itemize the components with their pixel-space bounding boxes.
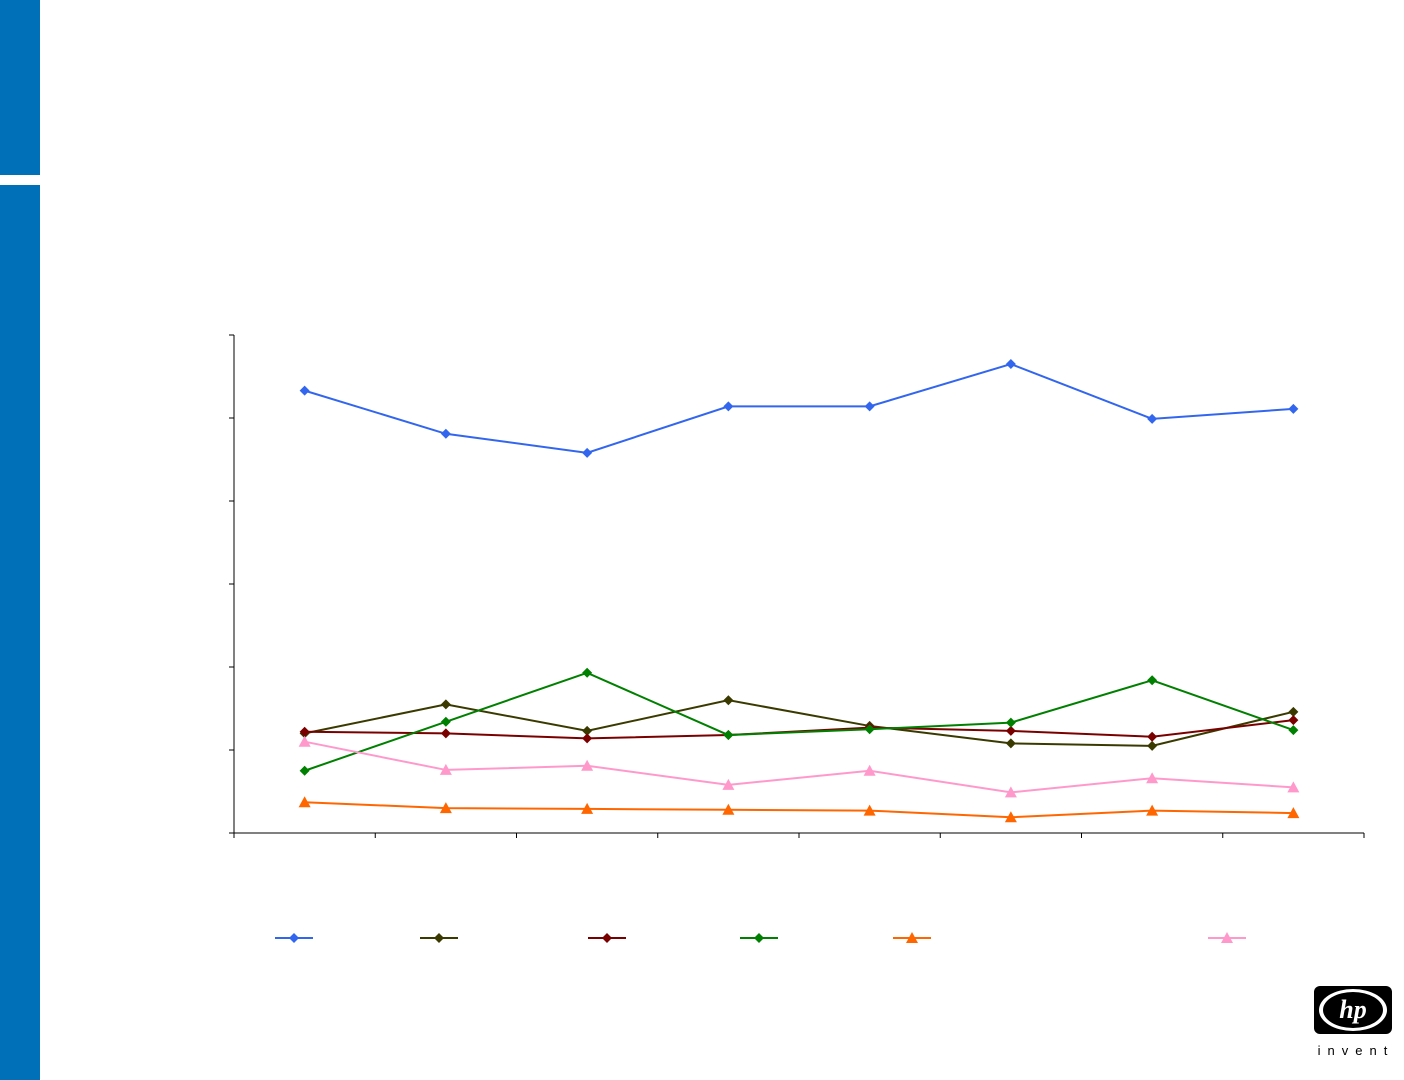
marker xyxy=(906,932,918,943)
logo-tagline: invent xyxy=(1318,1043,1395,1058)
marker xyxy=(434,933,444,943)
marker xyxy=(299,726,310,737)
marker xyxy=(1004,811,1017,823)
hp-logo: hp invent xyxy=(1314,986,1395,1058)
marker xyxy=(1005,738,1016,749)
marker xyxy=(581,802,594,814)
marker xyxy=(1287,781,1300,793)
marker xyxy=(1147,740,1158,751)
line xyxy=(304,719,1294,740)
marker xyxy=(1147,731,1158,742)
marker xyxy=(1005,359,1016,370)
marker xyxy=(864,401,875,412)
marker xyxy=(723,401,734,412)
marker xyxy=(723,695,734,706)
marker xyxy=(722,803,735,815)
marker xyxy=(298,796,311,808)
marker xyxy=(863,804,876,816)
marker xyxy=(602,933,612,943)
line xyxy=(304,699,1294,747)
marker xyxy=(1005,717,1016,728)
marker xyxy=(1004,786,1017,798)
marker xyxy=(440,699,451,710)
marker xyxy=(1288,403,1299,414)
marker xyxy=(722,778,735,790)
marker xyxy=(1287,807,1300,819)
logo-ring xyxy=(1323,992,1383,1028)
marker xyxy=(299,385,310,396)
line xyxy=(304,740,1294,794)
marker xyxy=(1221,932,1233,943)
chart xyxy=(229,334,1365,943)
side-bar xyxy=(0,185,40,1080)
marker xyxy=(439,802,452,814)
marker xyxy=(1005,725,1016,736)
marker xyxy=(582,733,593,744)
marker xyxy=(1146,804,1159,816)
marker xyxy=(864,724,875,735)
side-bar xyxy=(0,0,40,175)
marker xyxy=(863,764,876,776)
marker xyxy=(582,725,593,736)
marker xyxy=(723,730,734,741)
marker xyxy=(440,428,451,439)
marker xyxy=(1288,725,1299,736)
marker xyxy=(439,763,452,775)
marker xyxy=(754,933,764,943)
marker xyxy=(299,765,310,776)
marker xyxy=(440,728,451,739)
marker xyxy=(298,735,311,747)
marker xyxy=(440,716,451,727)
marker xyxy=(582,667,593,678)
marker xyxy=(1288,715,1299,726)
line xyxy=(304,362,1294,454)
line xyxy=(304,671,1294,772)
marker xyxy=(581,759,594,771)
marker xyxy=(1146,772,1159,784)
marker xyxy=(582,447,593,458)
logo-text: hp xyxy=(1339,995,1366,1024)
marker xyxy=(289,933,299,943)
marker xyxy=(1147,675,1158,686)
marker xyxy=(1147,413,1158,424)
marker xyxy=(1288,706,1299,717)
line xyxy=(304,801,1294,819)
